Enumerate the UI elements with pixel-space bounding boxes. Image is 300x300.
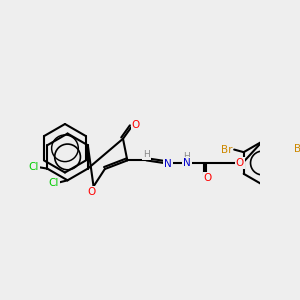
Text: H: H bbox=[143, 150, 150, 159]
Text: Cl: Cl bbox=[49, 178, 59, 188]
Text: O: O bbox=[236, 158, 244, 168]
Text: N: N bbox=[183, 158, 191, 168]
Text: Br: Br bbox=[220, 145, 232, 154]
Text: Cl: Cl bbox=[28, 162, 39, 172]
Text: N: N bbox=[164, 159, 172, 169]
Text: H: H bbox=[183, 152, 190, 161]
Text: O: O bbox=[204, 173, 212, 183]
Text: Br: Br bbox=[294, 144, 300, 154]
Text: O: O bbox=[132, 120, 140, 130]
Text: O: O bbox=[88, 187, 96, 196]
